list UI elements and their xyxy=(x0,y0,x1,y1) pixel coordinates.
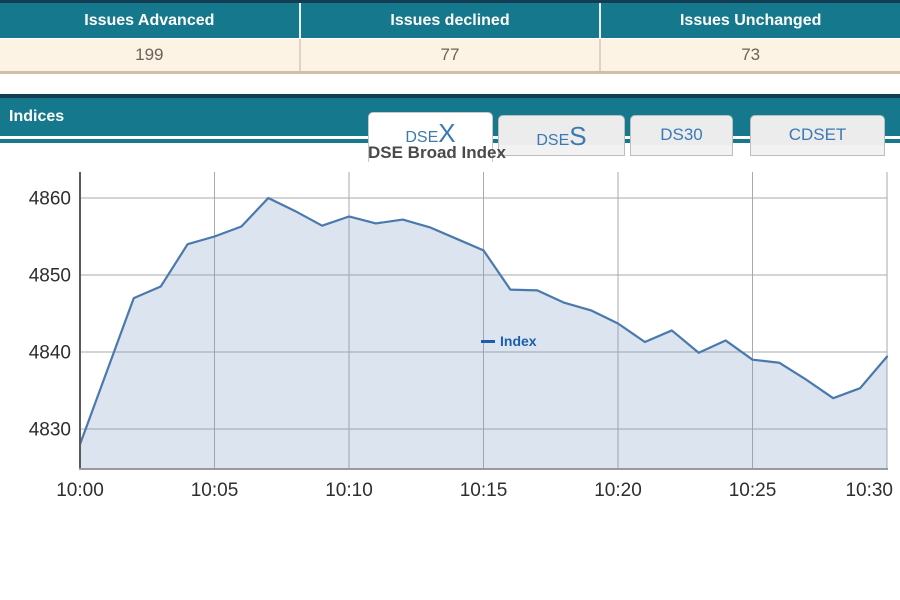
x-tick-label: 10:05 xyxy=(191,480,239,500)
issues-unchanged-header: Issues Unchanged xyxy=(599,3,900,38)
tab-dsex-label: DSE X xyxy=(369,113,492,149)
tab-dsex-prefix: DSE xyxy=(405,129,439,146)
x-tick-label: 10:30 xyxy=(845,480,893,500)
chart-title: DSE Broad Index xyxy=(368,143,506,162)
tab-ds30[interactable]: DS30 xyxy=(630,115,733,156)
issues-unchanged-value: 73 xyxy=(599,39,900,71)
chart-legend: Index xyxy=(481,333,537,349)
summary-table-header-row: Issues Advanced Issues declined Issues U… xyxy=(0,0,900,38)
x-tick-label: 10:25 xyxy=(729,480,777,500)
index-area-chart: 10:00 10:05 10:10 10:15 10:20 10:25 10:30 4860 4… xyxy=(0,160,900,500)
issues-advanced-value: 199 xyxy=(135,45,164,64)
summary-table-value-row: 199 77 73 xyxy=(0,39,900,74)
tab-cdset-label: CDSET xyxy=(788,125,847,144)
issues-declined-value: 77 xyxy=(298,39,600,71)
tab-cdset[interactable]: CDSET xyxy=(750,115,885,156)
y-tick-label: 4830 xyxy=(29,420,71,441)
tab-dses-suffix: S xyxy=(569,121,587,151)
x-tick-label: 10:10 xyxy=(325,480,373,500)
y-tick-label: 4860 xyxy=(29,189,71,210)
y-tick-label: 4850 xyxy=(29,266,71,287)
tab-dsex[interactable]: DSE X xyxy=(368,112,493,162)
chart-canvas: 10:00 10:05 10:10 10:15 10:20 10:25 10:30 4860 4… xyxy=(29,172,893,500)
tab-ds30-label: DS30 xyxy=(660,125,703,144)
indices-panel-title: Indices xyxy=(9,108,65,125)
index-series-area xyxy=(80,198,887,469)
x-tick-label: 10:00 xyxy=(56,480,104,500)
tab-dsex-suffix: X xyxy=(438,118,456,148)
tab-dses-label: DSE S xyxy=(499,116,624,152)
index-series-line xyxy=(78,196,889,446)
x-tick-label: 10:15 xyxy=(460,480,508,500)
x-tick-label: 10:20 xyxy=(594,480,642,500)
tab-dses[interactable]: DSE S xyxy=(498,115,625,156)
issues-advanced-header: Issues Advanced xyxy=(84,11,215,29)
y-tick-label: 4840 xyxy=(29,343,71,364)
issues-declined-header: Issues declined xyxy=(298,3,600,38)
legend-label: Index xyxy=(500,333,537,349)
tab-dses-prefix: DSE xyxy=(536,132,570,149)
legend-line-marker xyxy=(481,339,495,343)
